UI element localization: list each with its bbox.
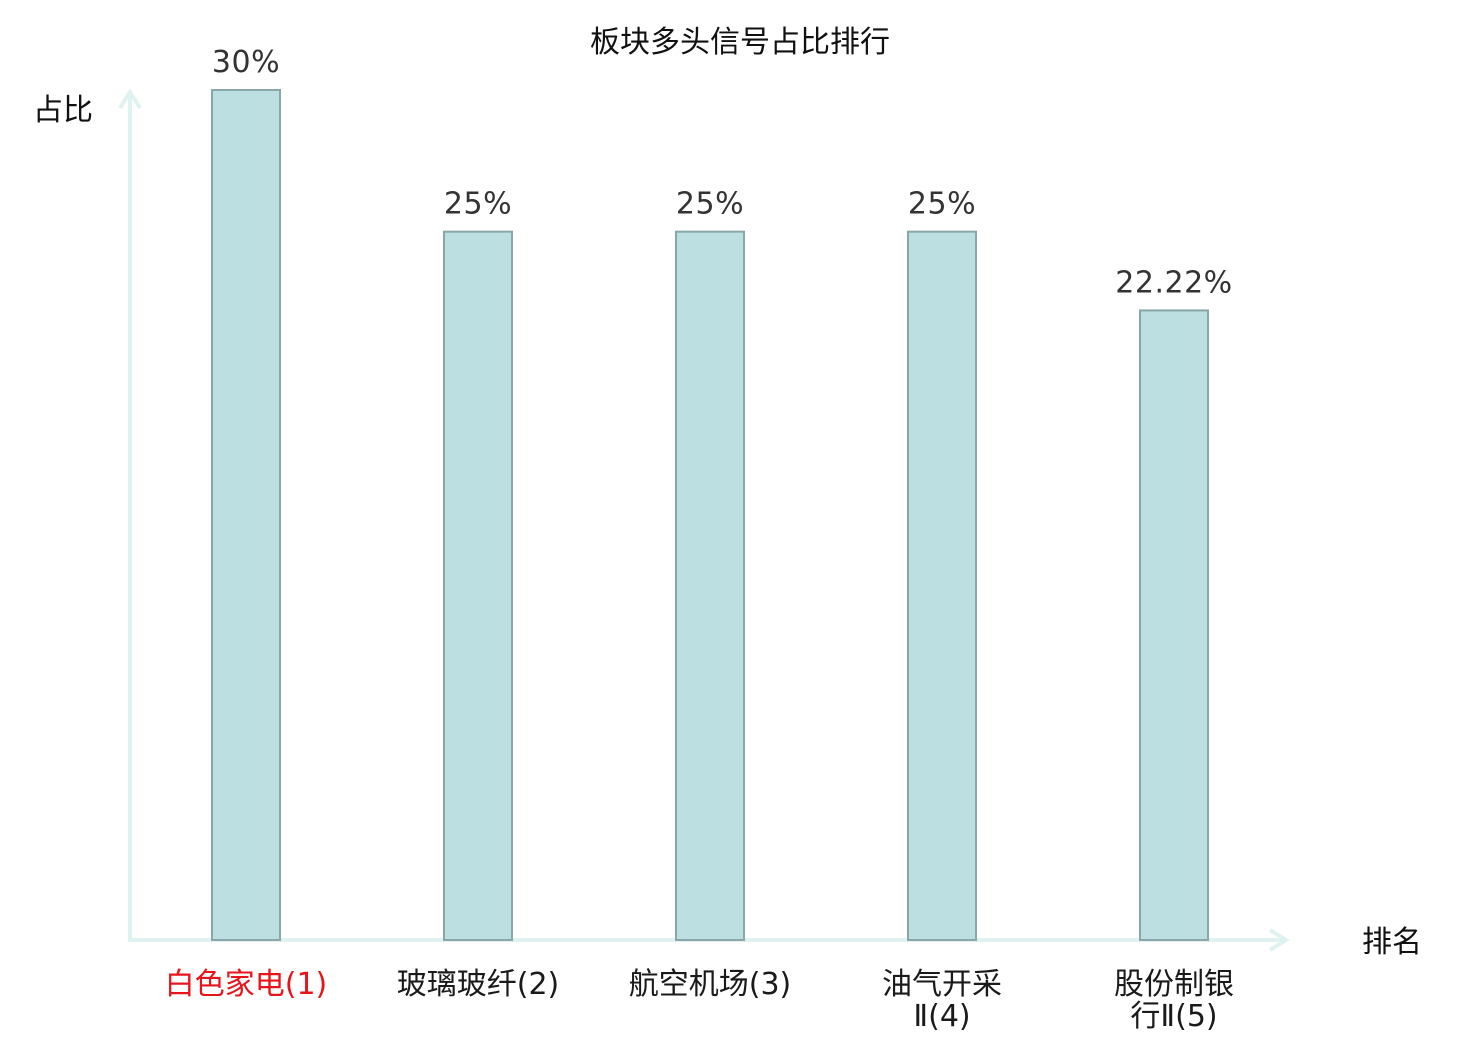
bar [675, 230, 745, 941]
x-tick-label: 白色家电(1) [165, 967, 328, 1002]
bar-series [211, 89, 1209, 941]
bar-value-label: 25% [908, 187, 976, 222]
category-labels: 白色家电(1) 玻璃玻纤(2) 航空机场(3) 油气开采 Ⅱ(4) 股份制银行Ⅱ(5) [165, 967, 1234, 1034]
x-axis: 排名 [128, 925, 1422, 960]
y-axis: 占比 [33, 88, 142, 940]
bar [443, 230, 513, 941]
bar [211, 89, 281, 941]
bar [907, 230, 977, 941]
bar [1139, 309, 1209, 941]
x-tick-label: 玻璃玻纤(2) [397, 967, 560, 1002]
chart-title: 板块多头信号占比排行 [590, 25, 890, 60]
bar-value-label: 25% [444, 187, 512, 222]
value-labels: 30% 25% 25% 25% 22.22% [212, 45, 1232, 300]
y-axis-label: 占比 [33, 93, 93, 128]
x-tick-label: 股份制银行Ⅱ(5) [1114, 967, 1234, 1034]
bar-value-label: 30% [212, 45, 280, 80]
bar-value-label: 25% [676, 187, 744, 222]
x-tick-label: 航空机场(3) [629, 967, 792, 1002]
x-axis-label: 排名 [1362, 925, 1422, 960]
y-axis-arrow [118, 88, 142, 110]
x-tick-label: 油气开采 Ⅱ(4) [882, 967, 1002, 1034]
bar-value-label: 22.22% [1115, 265, 1232, 300]
x-axis-arrow [1268, 928, 1290, 952]
